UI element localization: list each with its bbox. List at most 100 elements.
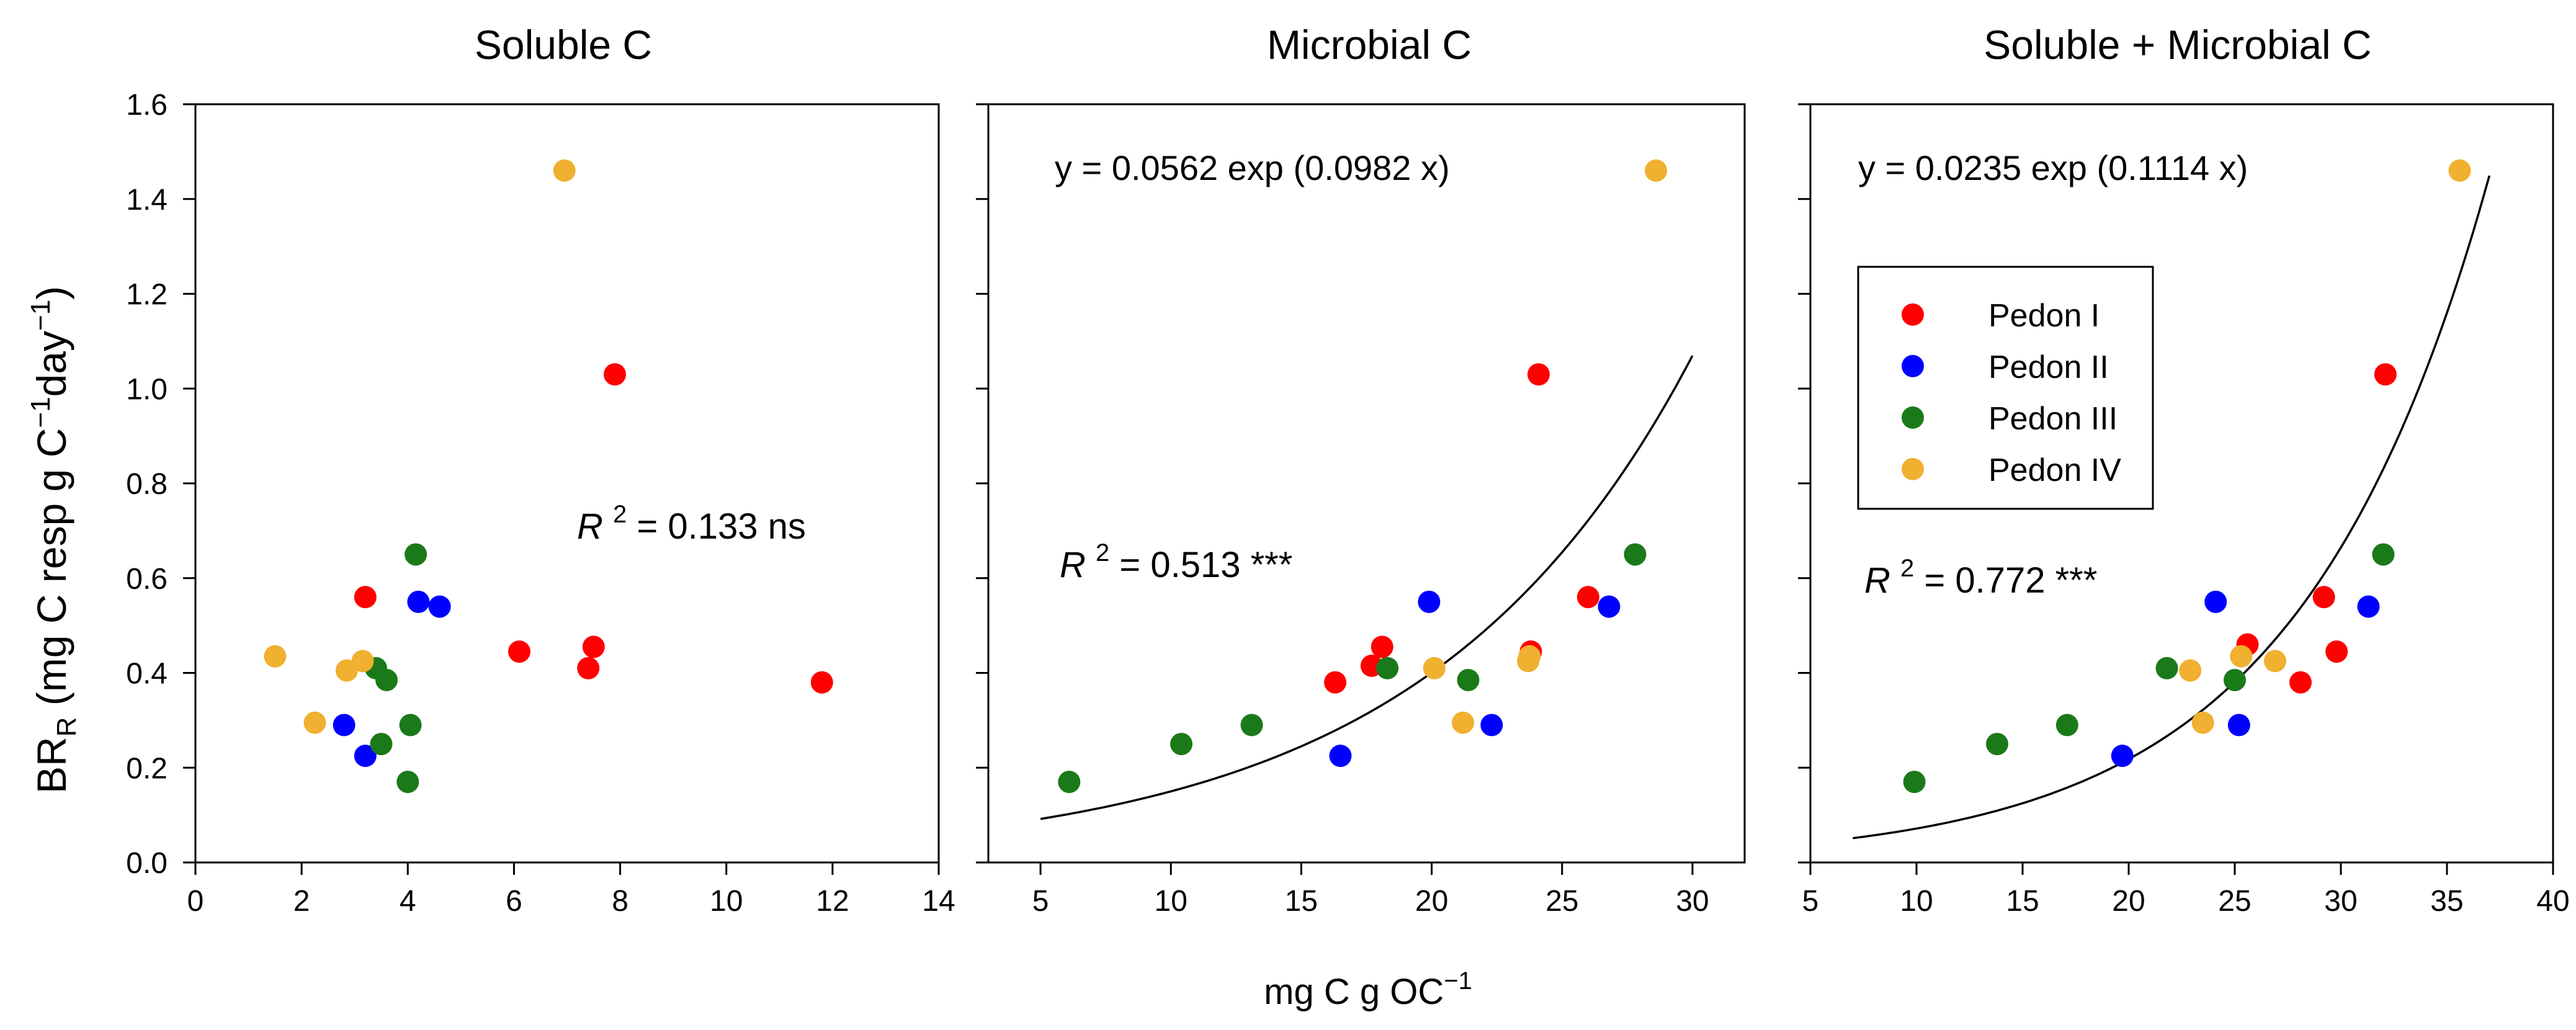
x-tick-label: 10	[710, 885, 743, 918]
x-tick-label: 12	[816, 885, 849, 918]
data-point	[2448, 159, 2471, 182]
fit-curve	[1853, 175, 2491, 840]
data-point	[2179, 659, 2202, 682]
plot-frame	[987, 103, 1746, 864]
data-point	[1457, 668, 1480, 691]
series-pedon-iv	[264, 159, 576, 734]
data-point	[1058, 771, 1081, 794]
data-point	[407, 590, 430, 613]
series-pedon-iii	[364, 543, 427, 794]
legend-label: Pedon II	[1988, 349, 2109, 385]
data-point	[2325, 640, 2348, 663]
chart-panel-2: Microbial C 5 10 15 20 25 30 y = 0.0562 exp (0.…	[976, 22, 1746, 918]
legend-marker	[1902, 458, 1924, 480]
data-point	[1240, 714, 1263, 737]
legend-label: Pedon I	[1988, 298, 2100, 334]
data-point	[2263, 650, 2286, 673]
data-point	[333, 714, 356, 737]
data-point	[375, 668, 398, 691]
data-point	[2374, 363, 2397, 386]
legend-marker	[1902, 303, 1924, 326]
data-point	[1518, 645, 1541, 668]
data-point	[2191, 711, 2214, 734]
series-pedon-i	[1324, 363, 1599, 694]
data-point	[2111, 745, 2134, 768]
data-point	[2357, 595, 2380, 618]
data-point	[1418, 590, 1441, 613]
data-point	[370, 733, 393, 756]
series-pedon-i	[354, 363, 833, 694]
data-point	[2312, 586, 2335, 609]
legend-marker	[1902, 355, 1924, 377]
y-tick-label: 1.2	[126, 279, 168, 311]
data-point	[1624, 543, 1647, 566]
y-tick-label: 0.2	[126, 752, 168, 785]
y-tick-label: 0.4	[126, 658, 168, 691]
x-tick-label: 2	[293, 885, 310, 918]
data-point	[303, 711, 326, 734]
data-point	[1527, 363, 1550, 386]
x-tick-label: 40	[2536, 885, 2569, 918]
y-tick-label: 1.4	[126, 184, 168, 217]
data-point	[810, 671, 833, 694]
r-squared-label: R 2 = 0.513 ***	[1060, 539, 1292, 585]
data-point	[2230, 645, 2253, 668]
fit-curve	[1040, 355, 1694, 820]
x-tick-label: 8	[612, 885, 628, 918]
legend-marker	[1902, 406, 1924, 429]
data-point	[405, 543, 427, 566]
y-axis-label: BRR (mg C resp g C−1day−1)	[25, 286, 82, 794]
y-tick-label: 0.6	[126, 563, 168, 596]
fit-equation: y = 0.0562 exp (0.0982 x)	[1055, 148, 1450, 187]
chart-title: Soluble C	[475, 22, 652, 68]
y-tick-label: 1.6	[126, 89, 168, 122]
data-point	[577, 656, 600, 679]
legend: Pedon I Pedon II Pedon III Pedon IV	[1857, 266, 2154, 510]
data-point	[354, 586, 377, 609]
data-point	[2227, 714, 2250, 737]
data-point	[1423, 656, 1446, 679]
data-point	[1371, 635, 1393, 658]
x-tick-label: 5	[1802, 885, 1819, 918]
data-point	[2204, 590, 2227, 613]
data-point	[2055, 714, 2078, 737]
x-tick-label: 14	[922, 885, 955, 918]
data-point	[399, 714, 422, 737]
data-point	[2224, 668, 2246, 691]
data-point	[1903, 771, 1926, 794]
data-point	[1576, 586, 1599, 609]
data-point	[354, 745, 377, 768]
data-point	[1452, 711, 1475, 734]
legend-label: Pedon III	[1988, 401, 2118, 437]
data-point	[1324, 671, 1347, 694]
x-tick-label: 20	[2112, 885, 2145, 918]
series-pedon-iv	[2179, 159, 2471, 734]
fit-equation: y = 0.0235 exp (0.1114 x)	[1858, 148, 2248, 187]
x-tick-label: 25	[1545, 885, 1578, 918]
data-point	[2372, 543, 2395, 566]
data-point	[1598, 595, 1621, 618]
data-point	[1645, 159, 1668, 182]
series-pedon-iv	[1423, 159, 1668, 734]
data-point	[1480, 714, 1503, 737]
data-point	[553, 159, 576, 182]
r-squared-label: R 2 = 0.772 ***	[1864, 555, 2097, 601]
y-tick-label: 0.8	[126, 468, 168, 501]
x-tick-label: 6	[506, 885, 522, 918]
y-tick-label: 0.0	[126, 847, 168, 880]
data-point	[582, 635, 605, 658]
data-point	[604, 363, 627, 386]
data-point	[351, 650, 374, 673]
data-point	[2289, 671, 2312, 694]
chart-panel-1: Soluble C 0.0 0.2 0.4 0.6 0.8 1.0 1.2 1.4 1.6 0 2 4 6…	[126, 22, 955, 918]
data-point	[428, 595, 451, 618]
series-pedon-iii	[1058, 543, 1647, 794]
x-tick-label: 25	[2218, 885, 2251, 918]
x-tick-label: 30	[1676, 885, 1709, 918]
x-tick-label: 10	[1155, 885, 1187, 918]
data-point	[508, 640, 530, 663]
x-tick-label: 4	[400, 885, 416, 918]
y-tick-label: 1.0	[126, 373, 168, 406]
x-tick-label: 10	[1900, 885, 1933, 918]
